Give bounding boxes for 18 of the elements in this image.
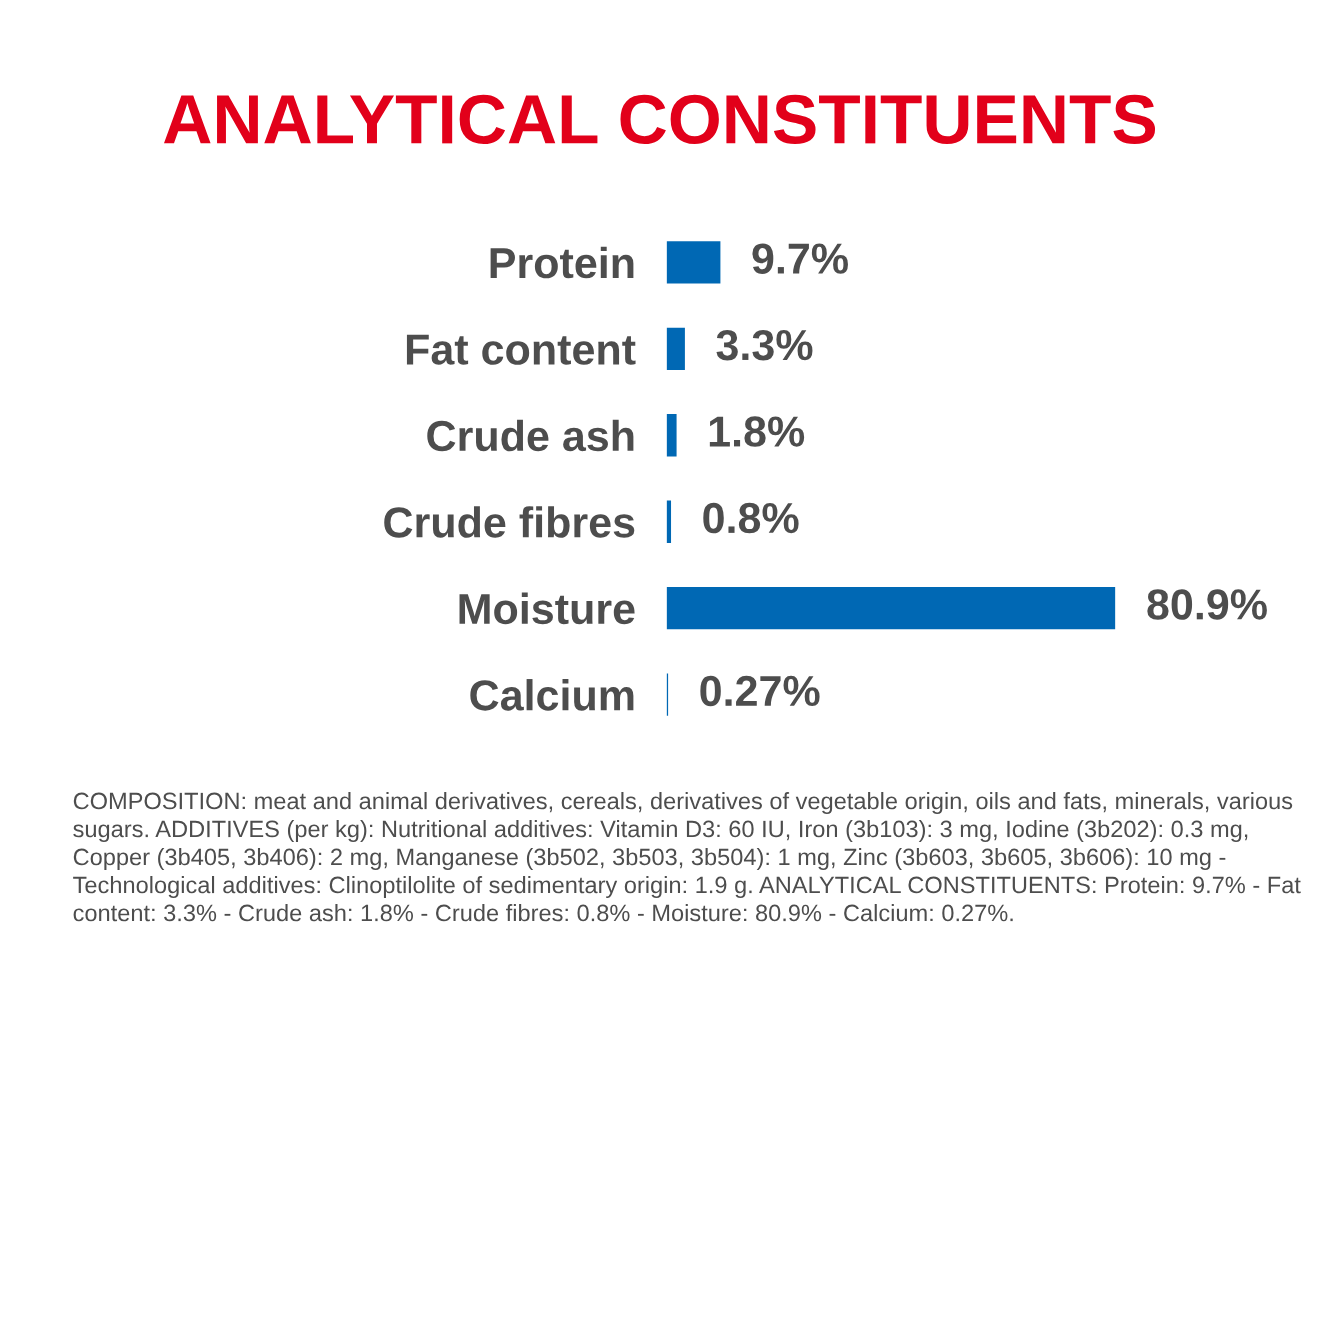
- data-label: 9.7%: [752, 243, 848, 274]
- data-label: 0.27%: [700, 675, 820, 707]
- bar: [666, 587, 1116, 630]
- chart-title: ANALYTICAL CONSTITUENTS: [163, 94, 1156, 145]
- y-tick-label: Crude ash: [427, 419, 634, 452]
- y-tick-label: Protein: [490, 246, 634, 279]
- bar: [666, 414, 677, 457]
- y-tick-label: Moisture: [459, 592, 635, 625]
- data-label: 80.9%: [1147, 589, 1267, 620]
- y-tick-label: Crude fibres: [384, 506, 635, 538]
- bar: [666, 327, 685, 370]
- bar: [666, 241, 721, 284]
- y-tick-label: Calcium: [470, 679, 634, 711]
- y-tick-label: Fat content: [406, 334, 636, 365]
- data-label: 0.8%: [703, 502, 799, 534]
- data-label: 1.8%: [709, 416, 805, 447]
- text: COMPOSITION: meat and animal derivatives, cereals, derivatives of vegetable origin, oils and fats, minerals, various sugars. ADDITIVES (per kg): Nutritional additives: Vitamin D3: 60 IU, Iron (3b103): 3 mg, Iodine (3b202): 0.3 mg, Copper (3b405, 3b406): 2 mg, Manganese (3b502, 3b503, 3b504): 1 mg, Zinc (3b603, 3b605, 3b606): 10 mg - Technological additives: Clinoptilolite of sedimentary origin: 1.9 g. ANALYTICAL CONSTITUENTS: Protein: 9.7% - Fat content: 3.3% - Crude ash: 1.8% - Crude fibres: 0.8% - Moisture: 80.9% - Calcium: 0.27%.: [73, 792, 1301, 922]
- data-label: 3.3%: [716, 329, 813, 361]
